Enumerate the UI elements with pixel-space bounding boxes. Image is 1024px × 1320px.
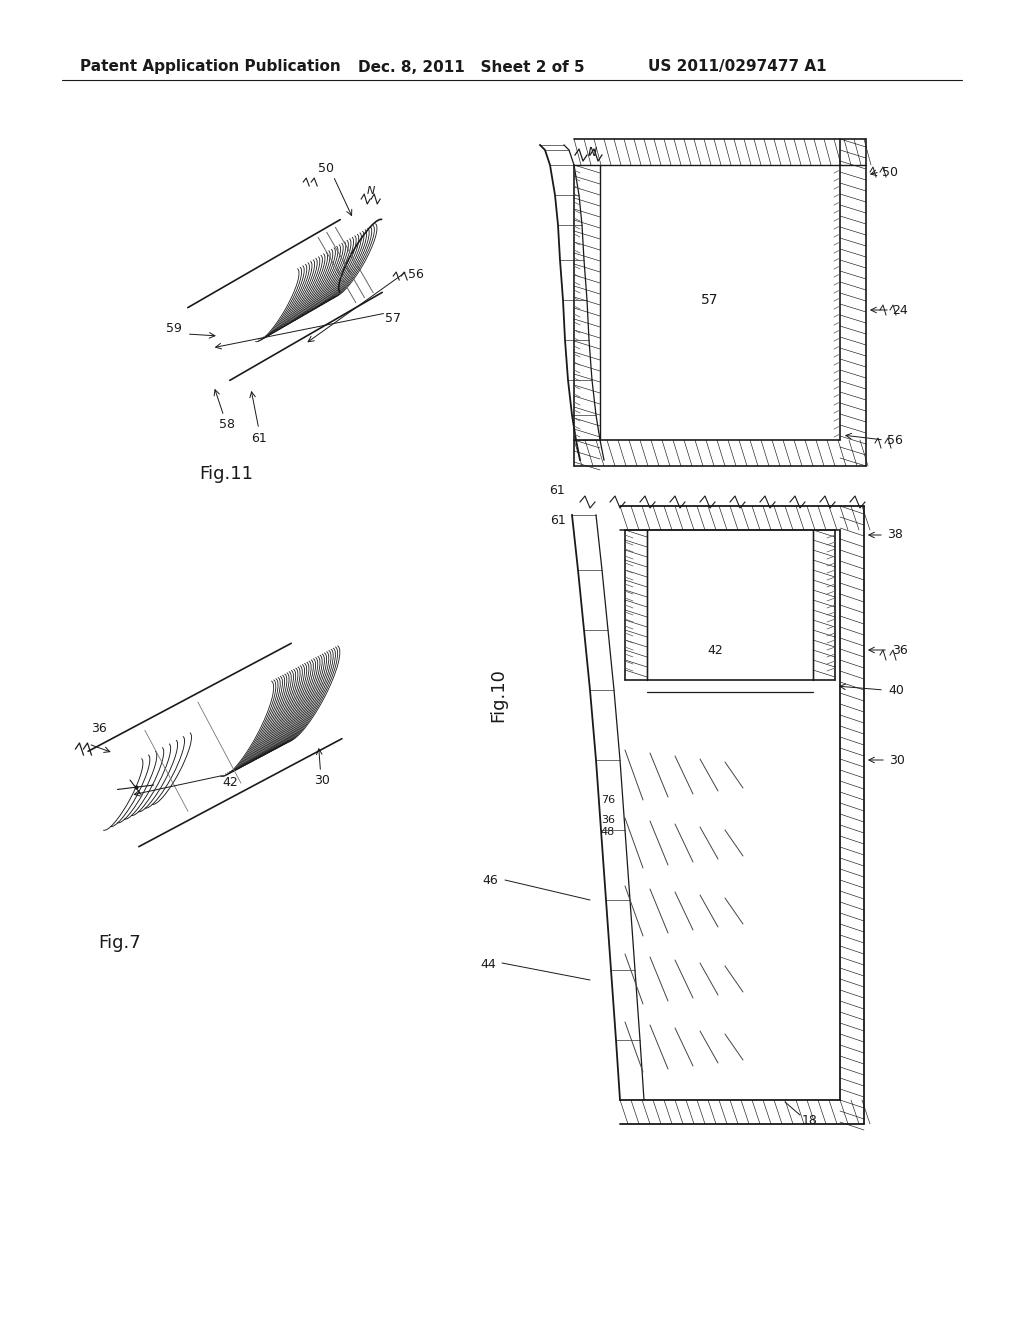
Text: 42: 42 [222, 776, 238, 789]
Text: Dec. 8, 2011   Sheet 2 of 5: Dec. 8, 2011 Sheet 2 of 5 [358, 59, 585, 74]
Text: 50: 50 [882, 165, 898, 178]
Text: 61: 61 [251, 432, 266, 445]
Text: 57: 57 [701, 293, 719, 308]
Text: 56: 56 [887, 433, 903, 446]
Text: Patent Application Publication: Patent Application Publication [80, 59, 341, 74]
Text: 18: 18 [802, 1114, 818, 1126]
Text: 40: 40 [888, 684, 904, 697]
Text: 38: 38 [887, 528, 903, 541]
Text: 61: 61 [550, 513, 566, 527]
Text: Fig.11: Fig.11 [199, 465, 253, 483]
Text: 36: 36 [601, 814, 615, 825]
Text: 48: 48 [601, 828, 615, 837]
Text: 24: 24 [892, 304, 908, 317]
Text: N: N [367, 186, 376, 195]
Text: 57: 57 [385, 312, 401, 325]
Text: Fig.10: Fig.10 [489, 668, 507, 722]
Text: 36: 36 [90, 722, 106, 735]
Text: 30: 30 [313, 774, 330, 787]
Text: 61: 61 [549, 483, 565, 496]
Text: 30: 30 [889, 754, 905, 767]
Text: 36: 36 [892, 644, 908, 656]
Text: 76: 76 [601, 795, 615, 805]
Text: 56: 56 [409, 268, 424, 281]
Text: Fig.7: Fig.7 [98, 935, 141, 952]
Text: 59: 59 [166, 322, 181, 335]
Text: 58: 58 [219, 417, 234, 430]
Text: 46: 46 [482, 874, 498, 887]
Text: 44: 44 [480, 958, 496, 972]
Text: N: N [588, 145, 597, 158]
Text: 50: 50 [318, 162, 334, 176]
Text: 42: 42 [708, 644, 723, 656]
Text: US 2011/0297477 A1: US 2011/0297477 A1 [648, 59, 826, 74]
